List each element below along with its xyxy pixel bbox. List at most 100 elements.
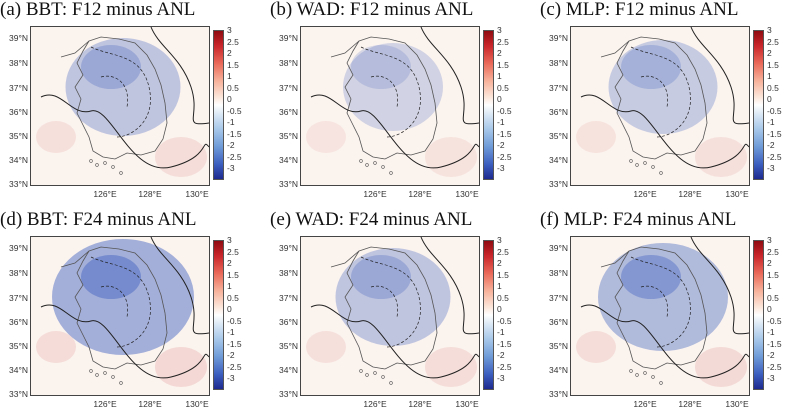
island	[643, 371, 647, 375]
colorbar-label: -3	[497, 163, 505, 173]
colorbar-label: -2.5	[767, 151, 782, 162]
difference-field	[306, 237, 479, 387]
contour-solid	[150, 237, 209, 335]
colorbar-label: 1.5	[767, 269, 779, 280]
positive-anomaly-region	[36, 121, 76, 153]
colorbar-label: -3	[227, 163, 235, 173]
y-tick-label: 39°N	[279, 243, 298, 253]
y-tick-label: 33°N	[9, 179, 28, 189]
y-tick-label: 39°N	[9, 33, 28, 43]
island	[651, 375, 655, 379]
negative-anomaly-region	[335, 248, 451, 346]
difference-field	[36, 237, 209, 387]
y-tick-label: 33°N	[549, 179, 568, 189]
island	[95, 163, 99, 167]
x-tick-label: 130°E	[185, 399, 209, 409]
contour-solid	[310, 94, 479, 169]
contour-dashed	[640, 285, 668, 318]
negative-anomaly-core	[81, 45, 141, 89]
colorbar-label: -2.5	[767, 361, 782, 372]
map-area	[30, 236, 210, 396]
colorbar-label: 1.5	[497, 269, 509, 280]
colorbar-label: 0.5	[227, 82, 239, 93]
x-tick-label: 126°E	[93, 399, 117, 409]
y-tick-label: 33°N	[279, 179, 298, 189]
colorbar-label: 2.5	[227, 246, 239, 257]
island	[643, 161, 647, 165]
colorbar	[483, 30, 494, 180]
panel-d: (d) BBT: F24 minus ANL 39°N 38°N 37°N 36°N 35…	[0, 209, 265, 420]
contour-dashed	[630, 46, 691, 138]
coastline	[330, 250, 360, 268]
colorbar-label: -0.5	[497, 315, 512, 326]
colorbar-label: 3	[497, 235, 502, 245]
contour-dashed	[630, 256, 691, 348]
y-tick-label: 38°N	[279, 268, 298, 278]
island	[119, 171, 123, 175]
colorbar	[753, 30, 764, 180]
positive-anomaly-region	[576, 331, 616, 363]
colorbar-label: -1.5	[227, 338, 242, 349]
positive-anomaly-region	[306, 331, 346, 363]
x-tick-label: 128°E	[138, 399, 162, 409]
island	[95, 373, 99, 377]
panel-a: (a) BBT: F12 minus ANL 39°N 38°N 37°N 36°N 35…	[0, 0, 265, 210]
panel-title: (f) MLP: F24 minus ANL	[540, 209, 737, 230]
y-tick-label: 35°N	[9, 341, 28, 351]
island	[111, 165, 115, 169]
x-tick-label: 130°E	[725, 189, 749, 199]
island	[359, 159, 363, 163]
colorbar-label: 0	[227, 304, 232, 314]
contour-dashed	[370, 285, 398, 318]
y-tick-label: 33°N	[9, 389, 28, 399]
panel-e: (e) WAD: F24 minus ANL 39°N 38°N 37°N 36°N 35…	[270, 209, 535, 420]
colorbar-label: 2.5	[497, 36, 509, 47]
positive-anomaly-region	[155, 137, 207, 177]
colorbar	[213, 240, 224, 390]
y-tick-label: 38°N	[549, 268, 568, 278]
contour-dashed	[100, 285, 128, 318]
colorbar-label: -0.5	[767, 105, 782, 116]
coastline	[344, 36, 438, 160]
colorbar-label: 2	[227, 258, 232, 268]
y-tick-label: 34°N	[9, 155, 28, 165]
contour-dashed	[360, 256, 421, 348]
x-tick-label: 130°E	[455, 399, 479, 409]
x-tick-label: 128°E	[138, 189, 162, 199]
colorbar-label: -1	[767, 117, 775, 127]
negative-anomaly-core	[621, 255, 681, 299]
colorbar-label: 2.5	[767, 36, 779, 47]
island	[119, 381, 123, 385]
island	[635, 373, 639, 377]
colorbar-label: -1.5	[767, 338, 782, 349]
x-tick-label: 128°E	[678, 189, 702, 199]
island	[389, 381, 393, 385]
y-tick-label: 36°N	[279, 317, 298, 327]
colorbar-label: -2	[227, 350, 235, 360]
x-tick-label: 126°E	[633, 399, 657, 409]
contour-solid	[580, 304, 749, 379]
panel-title: (b) WAD: F12 minus ANL	[270, 0, 474, 20]
difference-field	[576, 237, 749, 387]
colorbar-label: -1	[227, 327, 235, 337]
x-tick-label: 130°E	[185, 189, 209, 199]
colorbar-label: -1	[767, 327, 775, 337]
island	[103, 371, 107, 375]
coastline	[60, 40, 90, 58]
positive-anomaly-region	[695, 347, 747, 387]
colorbar-label: 2	[497, 48, 502, 58]
colorbar-label: -2	[767, 350, 775, 360]
x-tick-label: 130°E	[455, 189, 479, 199]
colorbar-label: -2	[767, 140, 775, 150]
negative-anomaly-core	[621, 45, 681, 89]
panel-f: (f) MLP: F24 minus ANL 39°N 38°N 37°N 36°N 35…	[540, 209, 800, 420]
island	[89, 159, 93, 163]
y-tick-label: 37°N	[9, 293, 28, 303]
colorbar-label: -3	[767, 373, 775, 383]
island	[373, 371, 377, 375]
negative-anomaly-core	[351, 45, 411, 89]
y-tick-label: 37°N	[279, 293, 298, 303]
colorbar-label: 1.5	[497, 59, 509, 70]
coastline	[614, 36, 708, 160]
contour-solid	[580, 94, 749, 169]
